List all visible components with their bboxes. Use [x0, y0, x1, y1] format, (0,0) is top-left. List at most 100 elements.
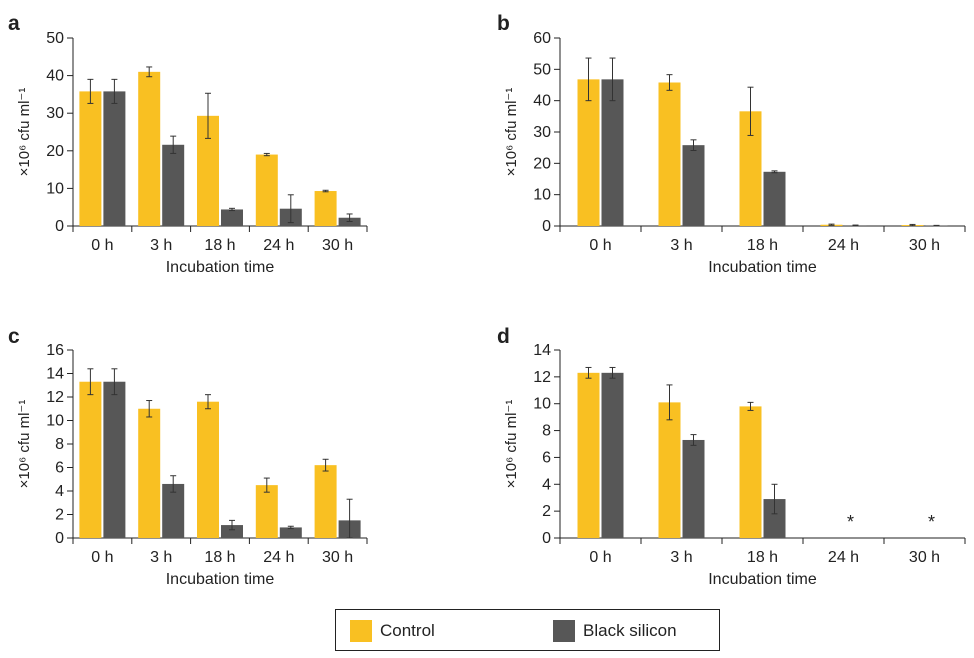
category-label: 18 h [747, 237, 778, 254]
bar-control [79, 91, 102, 226]
y-tick-label: 4 [542, 476, 551, 493]
category-label: 3 h [150, 549, 172, 566]
category-label: 0 h [589, 237, 611, 254]
annotation-asterisk: * [928, 512, 935, 532]
y-tick-label: 10 [46, 180, 64, 197]
y-tick-label: 12 [533, 369, 551, 386]
y-tick-label: 2 [55, 507, 64, 524]
bar-black-silicon [221, 209, 243, 226]
y-axis-title: ×10⁶ cfu ml⁻¹ [503, 88, 520, 177]
bar-control [79, 381, 102, 538]
y-tick-label: 30 [533, 124, 551, 141]
y-tick-label: 30 [46, 105, 64, 122]
bar-black-silicon [601, 372, 624, 538]
category-label: 30 h [322, 549, 353, 566]
y-tick-label: 20 [46, 143, 64, 160]
bar-control [658, 82, 681, 226]
x-axis-title: Incubation time [166, 259, 275, 276]
y-tick-label: 10 [46, 413, 64, 430]
y-tick-label: 12 [46, 389, 64, 406]
panel-d: d 0 2 4 6 8 10 12 14 ×10⁶ cfu ml⁻¹ Incubation time… [497, 325, 966, 588]
category-label: 24 h [828, 549, 859, 566]
y-tick-label: 0 [55, 530, 64, 547]
category-label: 30 h [909, 549, 940, 566]
y-tick-label: 50 [46, 30, 64, 47]
y-axis-title: ×10⁶ cfu ml⁻¹ [16, 88, 33, 177]
bar-control [577, 79, 600, 226]
category-label: 30 h [909, 237, 940, 254]
category-label: 24 h [828, 237, 859, 254]
legend-label-black-silicon: Black silicon [583, 621, 677, 640]
category-label: 18 h [204, 237, 235, 254]
y-tick-label: 40 [46, 68, 64, 85]
y-tick-label: 50 [533, 61, 551, 78]
y-tick-label: 6 [55, 460, 64, 477]
bar-control [197, 115, 219, 226]
bar-control [577, 372, 600, 538]
category-label: 3 h [670, 549, 692, 566]
category-label: 0 h [91, 549, 113, 566]
bar-black-silicon [103, 381, 126, 538]
y-tick-label: 8 [55, 436, 64, 453]
y-axis-title: ×10⁶ cfu ml⁻¹ [503, 400, 520, 489]
bar-control [138, 71, 161, 226]
y-tick-label: 6 [542, 449, 551, 466]
bar-control [658, 402, 681, 538]
y-tick-label: 0 [542, 530, 551, 547]
y-tick-label: 10 [533, 396, 551, 413]
y-tick-label: 16 [46, 342, 64, 359]
y-tick-label: 20 [533, 155, 551, 172]
y-tick-label: 0 [55, 218, 64, 235]
y-tick-label: 14 [46, 366, 64, 383]
panel-label-a: a [8, 12, 20, 35]
bar-black-silicon [279, 527, 302, 538]
bar-control [197, 401, 219, 538]
legend-label-control: Control [380, 621, 435, 640]
x-axis-title: Incubation time [708, 571, 817, 588]
category-label: 3 h [670, 237, 692, 254]
y-axis-title: ×10⁶ cfu ml⁻¹ [16, 400, 33, 489]
bar-control [255, 154, 278, 226]
panel-label-c: c [8, 325, 20, 348]
bar-black-silicon [221, 525, 243, 538]
x-axis-title: Incubation time [166, 571, 275, 588]
panel-a: a 0 10 20 30 40 50 ×10⁶ cfu ml⁻¹ Incubation time… [8, 12, 368, 276]
bar-black-silicon [103, 91, 126, 226]
bar-black-silicon [162, 483, 185, 538]
y-tick-label: 10 [533, 187, 551, 204]
legend-swatch-black-silicon [553, 620, 575, 642]
bar-control [314, 191, 337, 226]
category-label: 24 h [263, 237, 294, 254]
category-label: 3 h [150, 237, 172, 254]
bar-black-silicon [763, 171, 786, 226]
bar-black-silicon [682, 439, 705, 538]
y-tick-label: 0 [542, 218, 551, 235]
bar-control [138, 408, 161, 538]
bar-black-silicon [763, 499, 786, 538]
category-label: 18 h [747, 549, 778, 566]
y-tick-label: 60 [533, 30, 551, 47]
y-tick-label: 8 [542, 423, 551, 440]
category-label: 24 h [263, 549, 294, 566]
y-tick-label: 2 [542, 503, 551, 520]
bar-black-silicon [162, 144, 185, 226]
bar-black-silicon [601, 79, 624, 226]
x-axis-title: Incubation time [708, 259, 817, 276]
y-tick-label: 4 [55, 483, 64, 500]
panel-b: b 0 10 20 30 40 50 60 ×10⁶ cfu ml⁻¹ Incubation ti… [497, 12, 966, 276]
annotation-asterisk: * [847, 512, 854, 532]
category-label: 0 h [91, 237, 113, 254]
category-label: 0 h [589, 549, 611, 566]
bar-control [255, 485, 278, 538]
bar-black-silicon [682, 145, 705, 226]
bar-control [314, 465, 337, 538]
category-label: 30 h [322, 237, 353, 254]
legend-swatch-control [350, 620, 372, 642]
panel-label-b: b [497, 12, 510, 35]
bar-control [739, 406, 762, 538]
panel-c: c 0 2 4 6 8 10 12 14 16 ×10⁶ cfu ml⁻¹ Incubation ti… [8, 325, 368, 588]
y-tick-label: 40 [533, 93, 551, 110]
y-tick-label: 14 [533, 342, 551, 359]
legend: Control Black silicon [335, 609, 720, 651]
